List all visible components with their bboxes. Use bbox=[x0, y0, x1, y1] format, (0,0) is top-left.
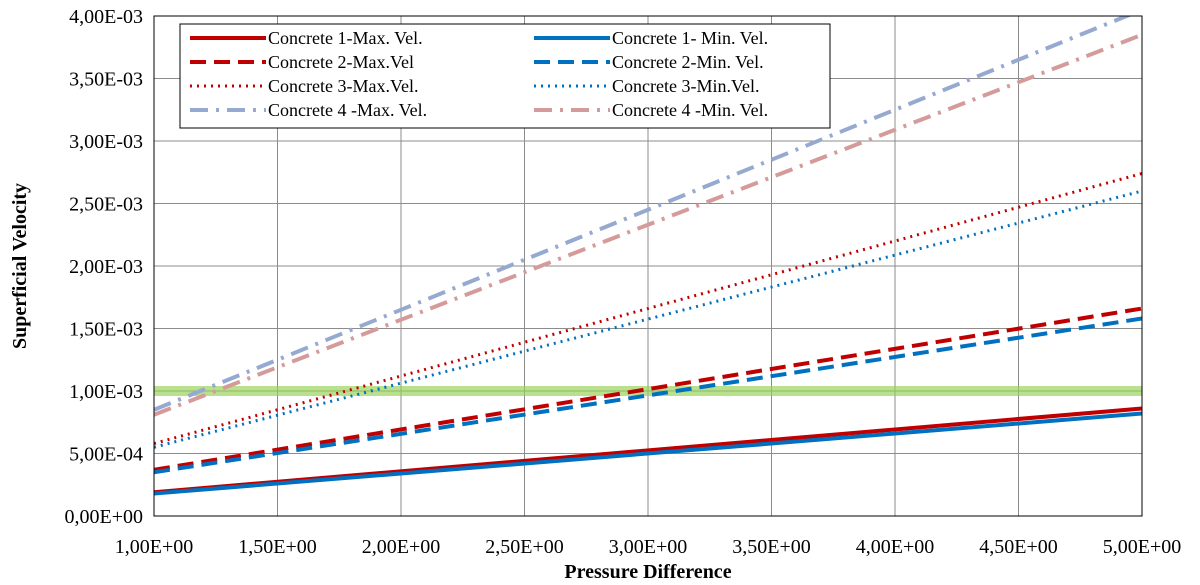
x-tick-label: 2,00E+00 bbox=[362, 536, 441, 558]
y-tick-label: 5,00E-04 bbox=[69, 444, 143, 466]
legend-label-3: Concrete 2-Max.Vel bbox=[268, 52, 414, 72]
y-tick-label: 2,50E-03 bbox=[69, 194, 143, 216]
y-tick-label: 0,00E+00 bbox=[65, 506, 144, 528]
series-line-2 bbox=[154, 411, 1142, 496]
x-tick-label: 1,00E+00 bbox=[115, 536, 194, 558]
legend-label-2: Concrete 1- Min. Vel. bbox=[612, 28, 768, 48]
y-axis-title: Superficial Velocity bbox=[9, 183, 31, 349]
series-line-5 bbox=[154, 172, 1142, 445]
x-axis-ticks: 1,00E+00 1,50E+00 2,00E+00 2,50E+00 3,00E+00… bbox=[115, 536, 1182, 558]
legend-label-8: Concrete 4 -Min. Vel. bbox=[612, 100, 768, 120]
highlight-band bbox=[154, 386, 1142, 396]
legend-label-7: Concrete 4 -Max. Vel. bbox=[268, 100, 427, 120]
x-tick-label: 1,50E+00 bbox=[238, 536, 317, 558]
y-tick-label: 3,00E-03 bbox=[69, 131, 143, 153]
x-tick-label: 4,50E+00 bbox=[979, 536, 1058, 558]
highlight-band-layer bbox=[154, 386, 1142, 396]
series-line-7 bbox=[154, 16, 1132, 412]
legend: Concrete 1-Max. Vel. Concrete 1- Min. Vel… bbox=[179, 23, 831, 129]
y-tick-label: 2,00E-03 bbox=[69, 256, 143, 278]
legend-box bbox=[179, 23, 831, 129]
x-tick-label: 3,50E+00 bbox=[732, 536, 811, 558]
legend-label-6: Concrete 3-Min.Vel. bbox=[612, 76, 759, 96]
x-tick-label: 5,00E+00 bbox=[1103, 536, 1182, 558]
plot-border bbox=[153, 15, 1143, 517]
y-tick-label: 3,50E-03 bbox=[69, 69, 143, 91]
x-tick-label: 4,00E+00 bbox=[856, 536, 935, 558]
x-axis-title: Pressure Difference bbox=[564, 561, 731, 583]
legend-label-5: Concrete 3-Max.Vel. bbox=[268, 76, 418, 96]
series-layer bbox=[154, 16, 1142, 496]
series-line-8 bbox=[154, 32, 1142, 417]
x-tick-label: 2,50E+00 bbox=[485, 536, 564, 558]
y-tick-label: 4,00E-03 bbox=[69, 6, 143, 28]
y-axis-ticks: 0,00E+00 5,00E-04 1,00E-03 1,50E-03 2,00E-03… bbox=[65, 6, 144, 528]
x-tick-label: 3,00E+00 bbox=[609, 536, 688, 558]
legend-label-1: Concrete 1-Max. Vel. bbox=[268, 28, 423, 48]
y-tick-label: 1,00E-03 bbox=[69, 381, 143, 403]
legend-label-4: Concrete 2-Min. Vel. bbox=[612, 52, 764, 72]
y-tick-label: 1,50E-03 bbox=[69, 319, 143, 341]
